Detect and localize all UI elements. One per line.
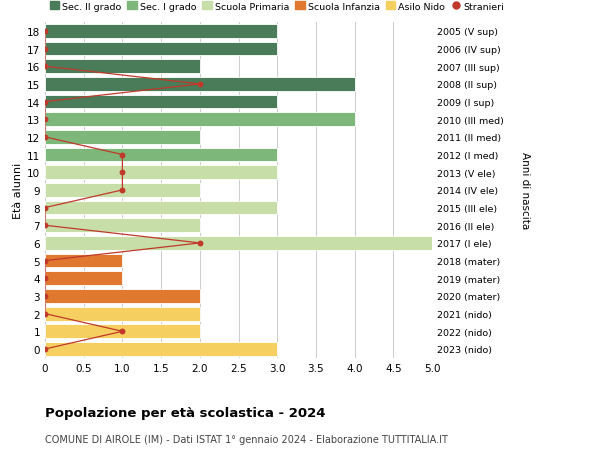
Point (40, 346, 50, 353)
Point (40, 134, 50, 141)
Text: COMUNE DI AIROLE (IM) - Dati ISTAT 1° gennaio 2024 - Elaborazione TUTTITALIA.IT: COMUNE DI AIROLE (IM) - Dati ISTAT 1° ge… (45, 434, 448, 444)
Bar (45, 131, 200, 145)
Bar (45, 184, 200, 197)
Bar (45, 342, 277, 356)
Point (195, 240, 205, 247)
Legend: Sec. II grado, Sec. I grado, Scuola Primaria, Scuola Infanzia, Asilo Nido, Stran: Sec. II grado, Sec. I grado, Scuola Prim… (50, 2, 505, 11)
Bar (45, 166, 277, 180)
Bar (45, 113, 355, 127)
Bar (45, 95, 277, 109)
Point (40, 116, 50, 123)
Bar (45, 201, 277, 215)
Bar (45, 25, 277, 39)
Point (40, 257, 50, 265)
Point (118, 169, 127, 177)
Bar (45, 272, 122, 285)
Bar (45, 43, 277, 56)
Point (40, 46, 50, 53)
Point (40, 99, 50, 106)
Bar (45, 78, 355, 91)
Point (40, 275, 50, 282)
Point (40, 310, 50, 318)
Bar (45, 148, 277, 162)
Bar (45, 307, 200, 321)
Point (40, 293, 50, 300)
Point (118, 328, 127, 335)
Bar (45, 219, 200, 233)
Bar (45, 254, 122, 268)
Y-axis label: Anni di nascita: Anni di nascita (520, 152, 530, 229)
Point (195, 81, 205, 88)
Point (40, 222, 50, 230)
Y-axis label: Età alunni: Età alunni (13, 162, 23, 218)
Bar (45, 60, 200, 74)
Point (40, 28, 50, 35)
Bar (45, 290, 200, 303)
Point (40, 63, 50, 71)
Text: Popolazione per età scolastica - 2024: Popolazione per età scolastica - 2024 (45, 406, 325, 419)
Bar (45, 325, 200, 338)
Bar (45, 236, 432, 250)
Point (118, 151, 127, 159)
Point (118, 187, 127, 194)
Point (40, 204, 50, 212)
